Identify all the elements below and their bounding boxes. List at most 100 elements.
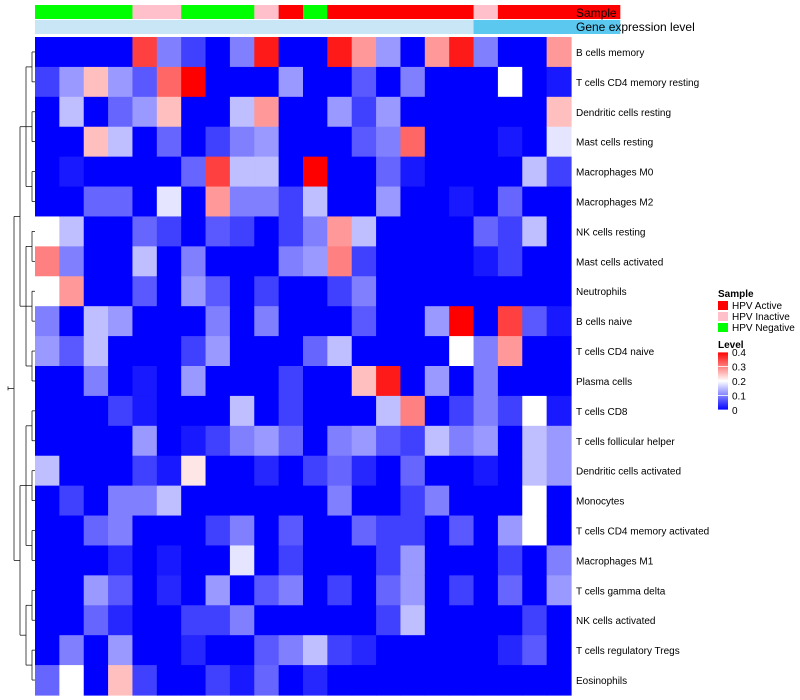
heatmap-cell — [303, 336, 328, 367]
heatmap-cell — [59, 395, 85, 427]
heatmap-cell — [229, 635, 255, 666]
heatmap-cell — [351, 216, 377, 247]
heatmap-cell — [83, 186, 109, 218]
heatmap-cell — [59, 306, 85, 337]
heatmap-cells — [35, 37, 572, 696]
heatmap-cell — [522, 455, 548, 487]
heatmap-cell — [205, 336, 231, 367]
heatmap-cell — [108, 306, 134, 337]
heatmap-cell — [205, 306, 231, 337]
heatmap-cell — [229, 425, 255, 457]
heatmap-cell — [546, 395, 572, 427]
heatmap-cell — [449, 425, 475, 457]
annotation-cell — [327, 20, 353, 34]
heatmap-cell — [522, 485, 548, 517]
heatmap-cell — [59, 515, 85, 547]
heatmap-cell — [327, 66, 353, 98]
annotation-cell — [83, 5, 109, 19]
heatmap-cell — [181, 605, 207, 636]
heatmap-cell — [303, 96, 328, 128]
heatmap-cell — [376, 395, 402, 427]
heatmap-cell — [156, 455, 182, 487]
heatmap-cell — [59, 156, 85, 188]
heatmap-cell — [156, 425, 182, 457]
heatmap-cell — [522, 425, 548, 457]
level-tick-label: 0.1 — [732, 392, 746, 403]
row-label: T cells CD4 memory activated — [576, 527, 709, 538]
heatmap-cell — [473, 246, 499, 277]
heatmap-cell — [351, 545, 377, 576]
heatmap-cell — [254, 485, 280, 517]
heatmap-cell — [254, 665, 280, 696]
annotation-cell — [205, 20, 231, 34]
heatmap-cell — [156, 246, 182, 277]
heatmap-cell — [229, 605, 255, 636]
heatmap-cell — [497, 336, 523, 367]
heatmap-cell — [376, 605, 402, 636]
heatmap-cell — [497, 515, 523, 547]
heatmap-cell — [278, 66, 304, 98]
heatmap-cell — [108, 515, 134, 547]
heatmap-cell — [303, 126, 328, 158]
heatmap-cell — [156, 37, 182, 68]
heatmap-cell — [35, 276, 60, 307]
heatmap-cell — [376, 186, 402, 218]
heatmap-cell — [424, 575, 450, 606]
heatmap-cell — [108, 575, 134, 606]
heatmap-cell — [156, 96, 182, 128]
heatmap-cell — [424, 306, 450, 337]
heatmap-cell — [327, 306, 353, 337]
annotation-cell — [546, 20, 572, 34]
heatmap-cell — [303, 306, 328, 337]
heatmap-cell — [473, 366, 499, 397]
heatmap-cell — [497, 186, 523, 218]
heatmap-cell — [327, 455, 353, 487]
heatmap-cell — [376, 216, 402, 247]
heatmap-cell — [351, 455, 377, 487]
heatmap-cell — [35, 156, 60, 188]
heatmap-cell — [473, 336, 499, 367]
annotation-cell — [546, 5, 572, 19]
heatmap-cell — [473, 216, 499, 247]
heatmap-cell — [449, 485, 475, 517]
heatmap-cell — [229, 276, 255, 307]
heatmap-cell — [254, 455, 280, 487]
heatmap-cell — [132, 665, 158, 696]
heatmap-cell — [522, 246, 548, 277]
heatmap-cell — [254, 156, 280, 188]
heatmap-cell — [205, 366, 231, 397]
annotation-cell — [497, 20, 523, 34]
annotation-cell — [400, 20, 426, 34]
heatmap-cell — [473, 37, 499, 68]
heatmap-cell — [278, 455, 304, 487]
heatmap-cell — [546, 515, 572, 547]
heatmap-cell — [229, 306, 255, 337]
heatmap-cell — [449, 246, 475, 277]
heatmap-cell — [278, 126, 304, 158]
heatmap-cell — [351, 306, 377, 337]
heatmap-cell — [278, 575, 304, 606]
heatmap-cell — [546, 246, 572, 277]
annotation-cell — [522, 5, 548, 19]
annotation-cell — [181, 20, 207, 34]
heatmap-cell — [522, 186, 548, 218]
annotation-cell — [59, 20, 85, 34]
heatmap-cell — [522, 605, 548, 636]
heatmap-cell — [156, 366, 182, 397]
heatmap-cell — [132, 485, 158, 517]
annotation-cell — [132, 20, 158, 34]
annotation-cell — [473, 5, 499, 19]
heatmap-cell — [181, 425, 207, 457]
row-label: T cells CD8 — [576, 407, 628, 418]
heatmap-cell — [83, 276, 109, 307]
heatmap-cell — [132, 455, 158, 487]
annotation-cell — [424, 5, 450, 19]
heatmap-cell — [327, 126, 353, 158]
annotation-cell — [473, 20, 499, 34]
heatmap-cell — [59, 545, 85, 576]
level-tick-label: 0.4 — [732, 348, 746, 359]
heatmap-cell — [327, 635, 353, 666]
heatmap-cell — [327, 605, 353, 636]
heatmap-cell — [254, 395, 280, 427]
heatmap-cell — [351, 37, 377, 68]
